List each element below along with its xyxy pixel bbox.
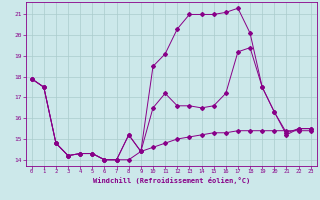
X-axis label: Windchill (Refroidissement éolien,°C): Windchill (Refroidissement éolien,°C) [92, 177, 250, 184]
